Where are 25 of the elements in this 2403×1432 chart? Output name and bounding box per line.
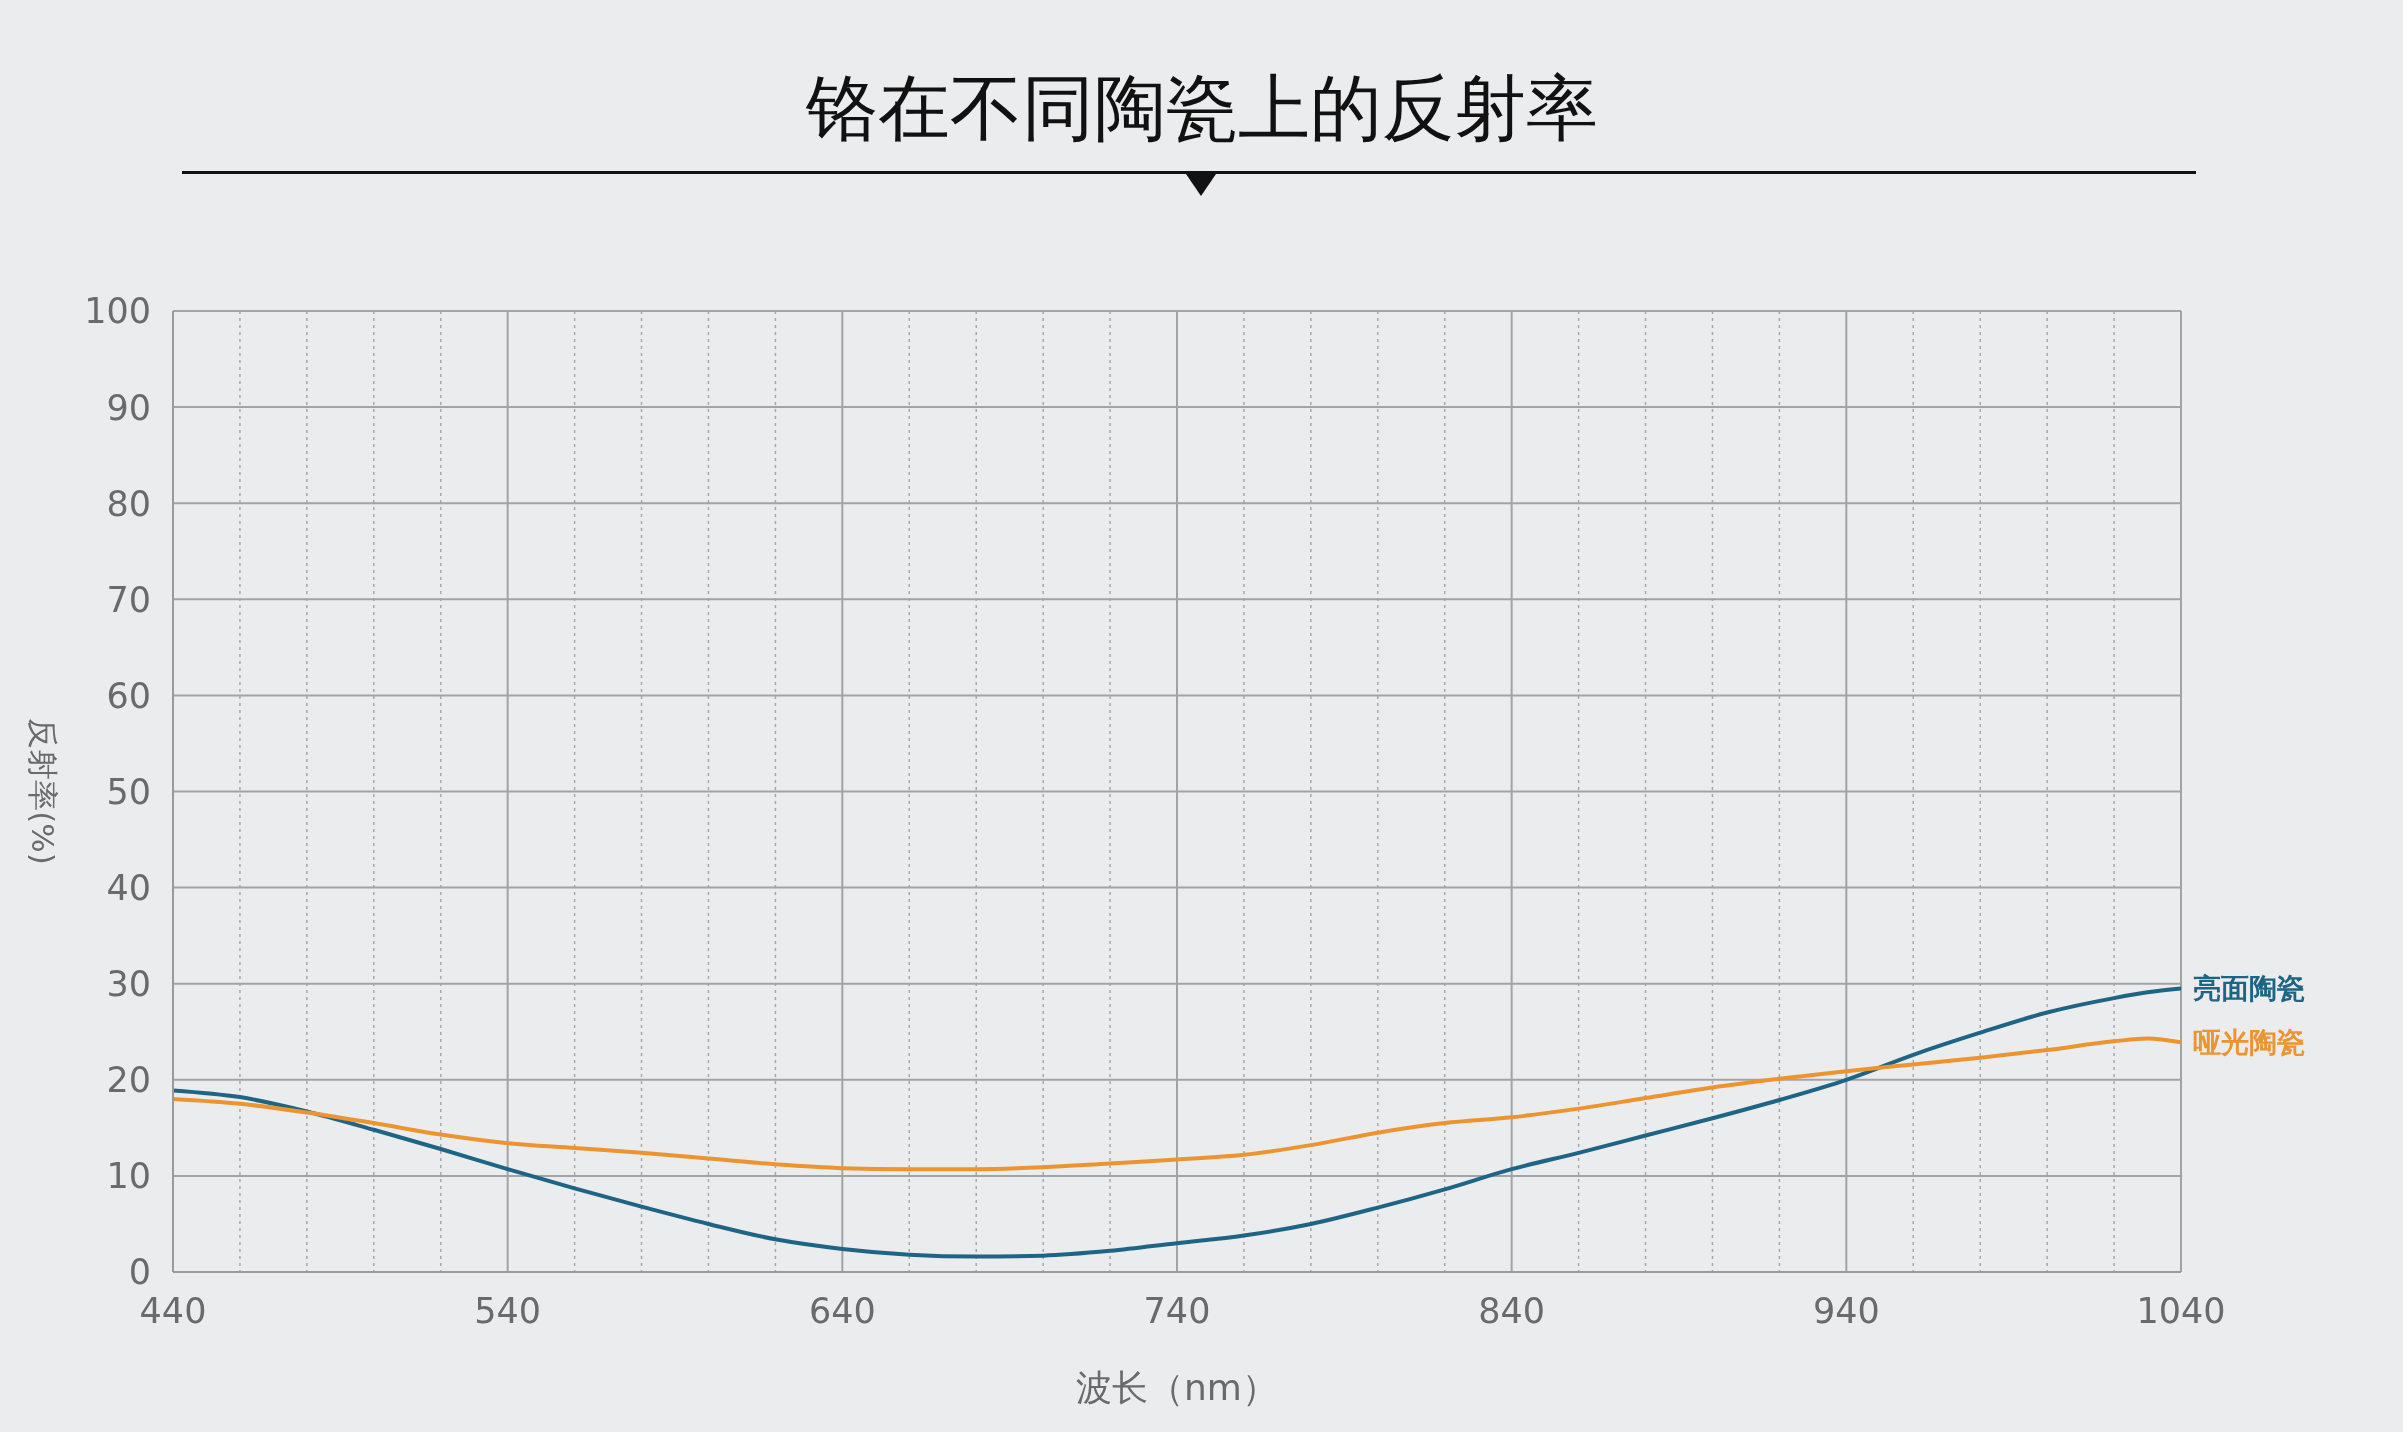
y-tick-label: 90 [106, 387, 151, 428]
y-tick-label: 20 [106, 1060, 151, 1101]
y-tick-label: 10 [106, 1156, 151, 1197]
x-tick-label: 740 [1143, 1290, 1211, 1331]
x-tick-label: 840 [1478, 1290, 1546, 1331]
y-axis-title: 反射率(%) [25, 718, 61, 865]
y-tick-label: 70 [106, 579, 151, 620]
x-tick-label: 640 [808, 1290, 876, 1331]
series-label: 哑光陶瓷 [2193, 1026, 2305, 1060]
y-tick-label: 60 [106, 675, 151, 716]
chart-title: 铬在不同陶瓷上的反射率 [804, 66, 1599, 150]
line-series [173, 1036, 2181, 1172]
y-tick-label: 50 [106, 771, 151, 812]
y-tick-label: 30 [106, 964, 151, 1005]
y-tick-label: 0 [128, 1252, 151, 1293]
series-label: 亮面陶瓷 [2193, 972, 2305, 1006]
y-tick-label: 40 [106, 868, 151, 909]
x-axis-title: 波长（nm） [1076, 1366, 1278, 1408]
y-tick-label: 80 [106, 483, 151, 524]
y-tick-label: 100 [84, 291, 151, 332]
line-series [173, 986, 2181, 1259]
x-tick-label: 940 [1812, 1290, 1880, 1331]
x-tick-label: 540 [474, 1290, 542, 1331]
x-tick-label: 440 [139, 1290, 207, 1331]
x-tick-label: 1040 [2136, 1290, 2226, 1331]
